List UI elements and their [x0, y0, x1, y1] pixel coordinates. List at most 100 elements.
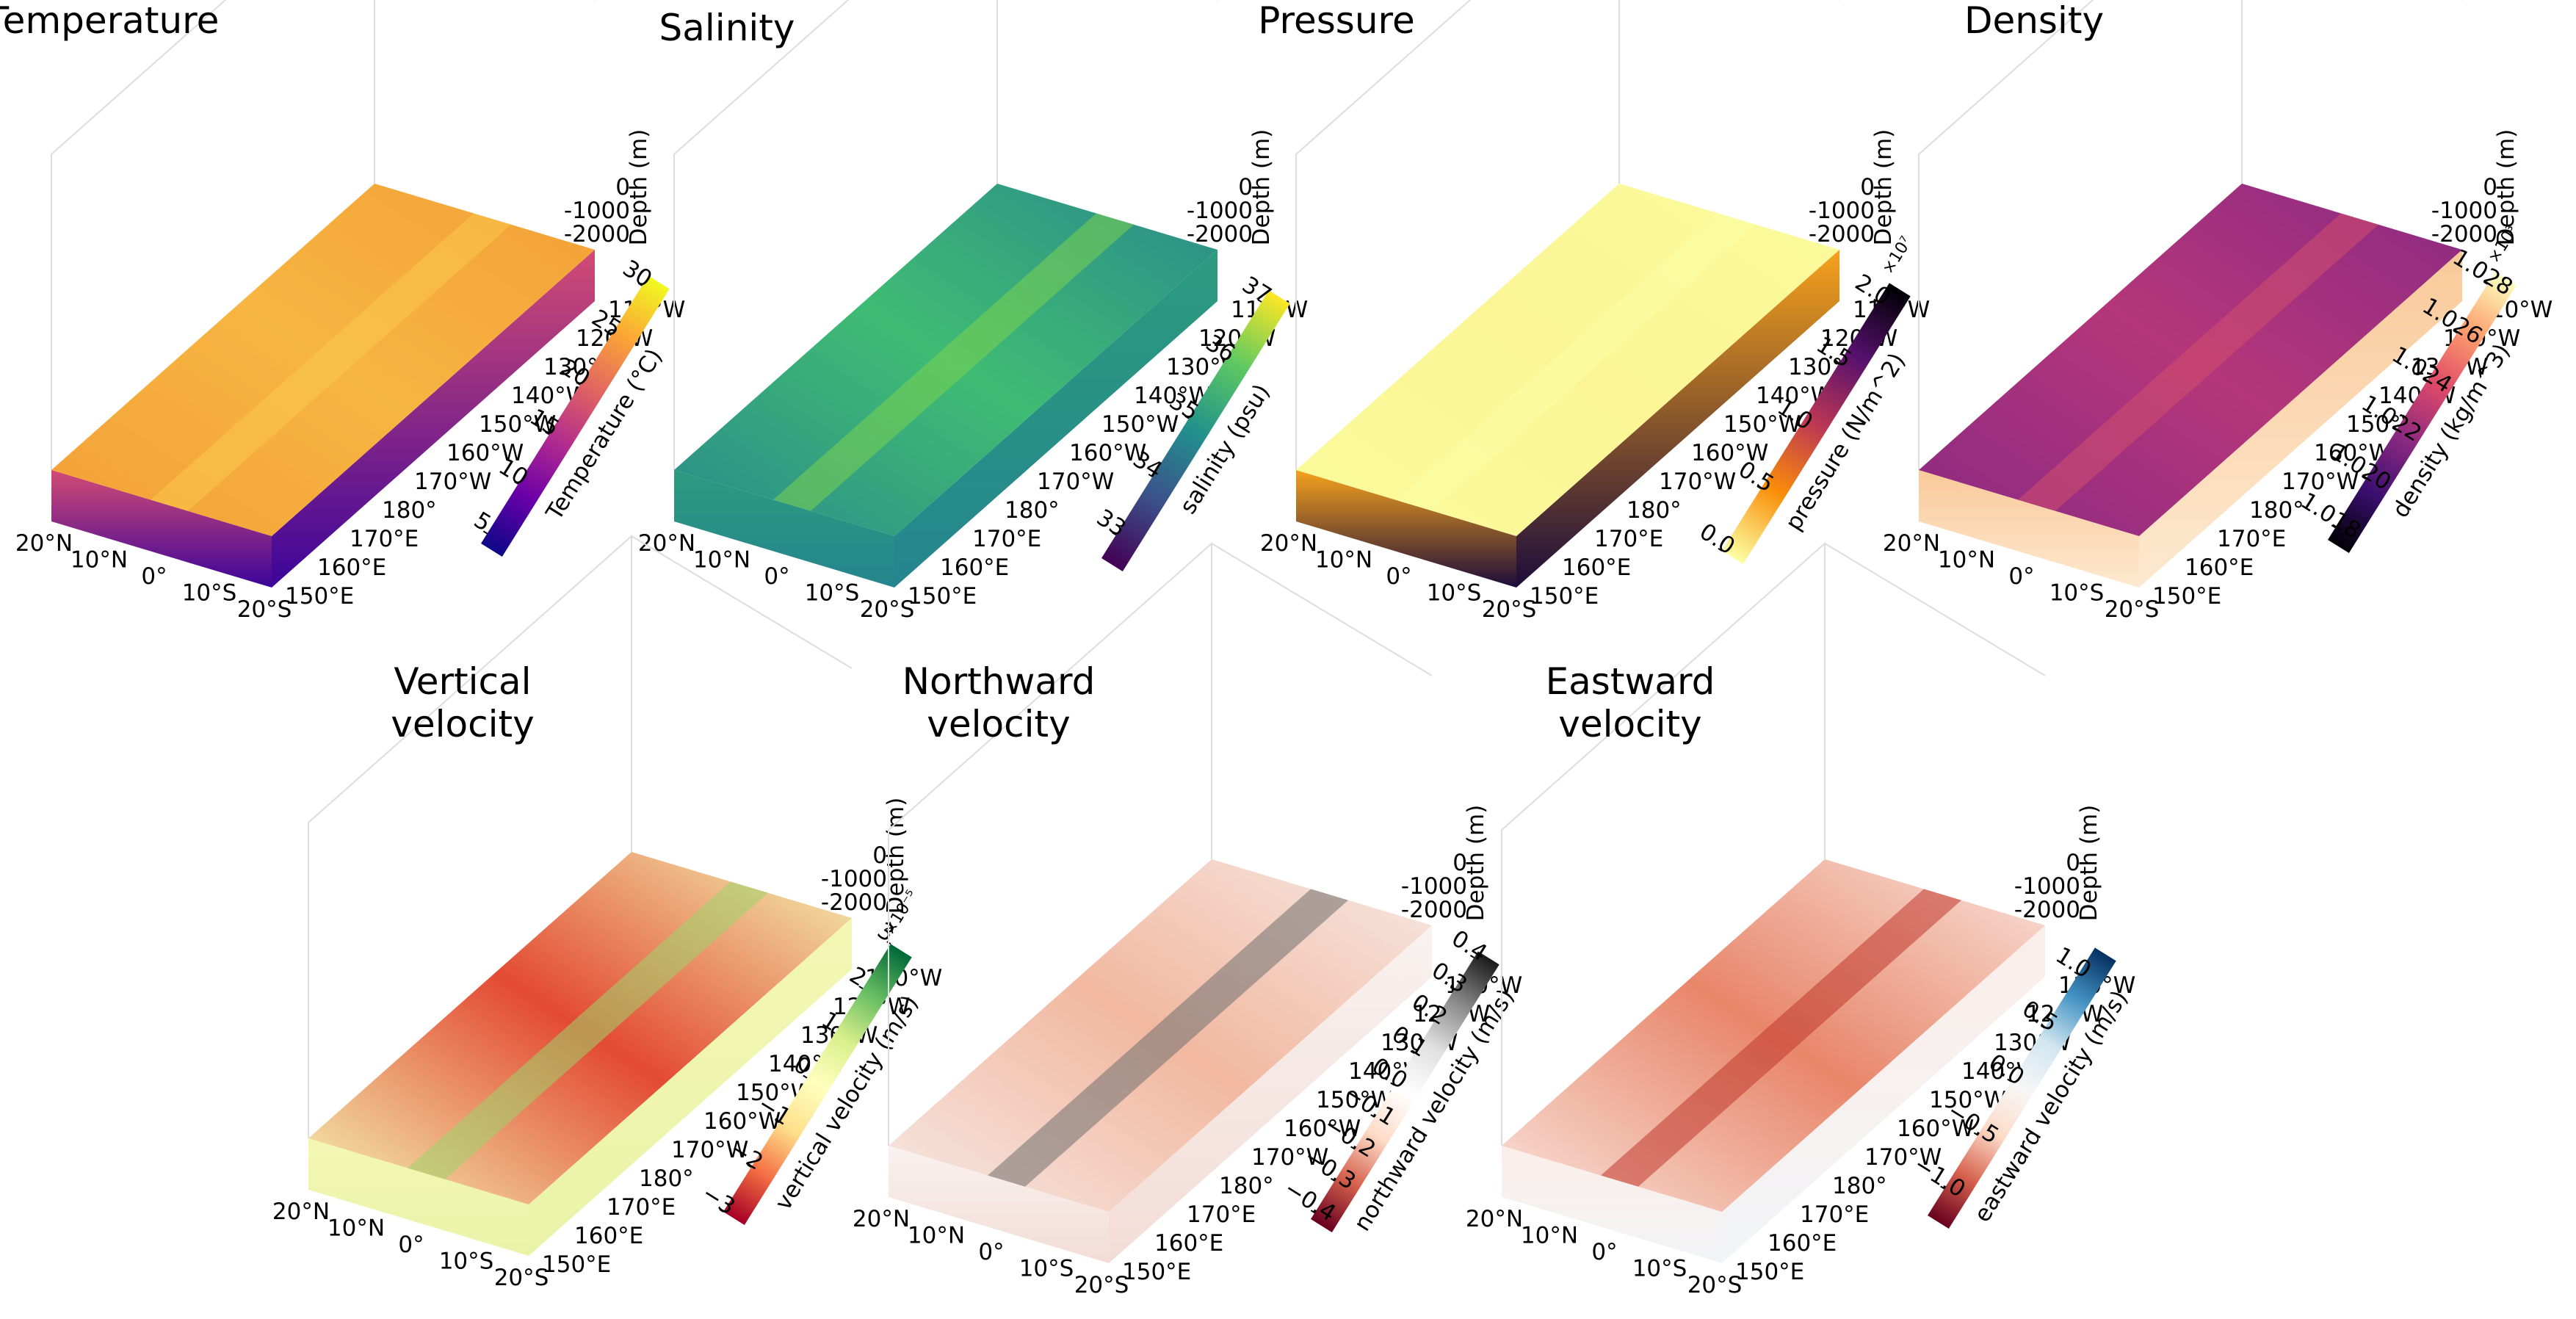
lon-tick-label: 180°	[1219, 1173, 1274, 1199]
panel-eastward-velocity: Eastwardvelocity20°N10°N0°10°S20°S150°E1…	[1466, 541, 2135, 1298]
equatorial-streak	[773, 213, 1134, 511]
equatorial-streak	[2018, 213, 2378, 511]
panel-vertical-velocity: Verticalvelocity20°N10°N0°10°S20°S150°E1…	[272, 534, 942, 1291]
lon-tick-label: 160°E	[940, 554, 1009, 581]
depth-tick-label: -1000	[821, 866, 887, 892]
panel-density: Density 20°N10°N 0° 10°S20°S150°E160°E170°E…	[1883, 0, 2553, 623]
panel-title: Pressure	[1258, 0, 1415, 42]
lon-tick-label: 180°	[1627, 497, 1682, 524]
lon-tick-label: 180°	[2249, 497, 2304, 524]
lat-tick-label: 10°N	[328, 1215, 385, 1242]
panel-title: Density	[1964, 0, 2104, 42]
depth-axis-label: Depth (m)	[626, 129, 652, 246]
lat-tick-label: 20°S	[237, 596, 292, 623]
depth-tick-label: -2000	[2014, 897, 2080, 923]
colorbar-gradient	[1722, 283, 1911, 565]
lat-tick-label: 20°N	[15, 530, 73, 557]
lat-tick-label: 20°N	[853, 1206, 910, 1232]
colorbar-tick	[1390, 1082, 1395, 1086]
lat-tick-label: 10°N	[1521, 1223, 1578, 1249]
lat-tick-label: 20°N	[1466, 1206, 1523, 1232]
colorbar-tick	[2040, 1025, 2046, 1029]
front-depth-face	[889, 1146, 1109, 1263]
lat-tick-label: 0°	[1386, 563, 1411, 590]
depth-tick-label: -2000	[1187, 221, 1253, 247]
equatorial-streak	[408, 881, 768, 1179]
colorbar-tick	[2392, 427, 2397, 431]
side-depth-face	[1722, 925, 2045, 1263]
front-depth-face	[308, 1138, 529, 1256]
lat-tick-label: 20°N	[638, 530, 695, 557]
panel-pressure: Pressure20°N10°N0°10°S20°S150°E160°E170°…	[1258, 0, 1930, 623]
lat-tick-label: 20°S	[1687, 1272, 1743, 1298]
axis-pane-edge	[308, 534, 632, 1138]
axis-pane-edge	[673, 0, 998, 470]
lat-tick-label: 0°	[2008, 563, 2034, 590]
colorbar-tick	[775, 1119, 780, 1124]
lat-tick-label: 10°N	[908, 1223, 965, 1249]
depth-tick-label: -2000	[564, 221, 630, 247]
side-depth-face	[1516, 250, 1839, 588]
colorbar-tick	[1310, 1210, 1315, 1214]
lat-tick-label: 20°N	[1260, 530, 1317, 557]
colorbar-gradient	[1101, 290, 1290, 572]
axis-pane-edge	[1918, 0, 2243, 470]
panel-title: Northward	[902, 660, 1096, 703]
colorbar-tick	[719, 1208, 724, 1213]
lon-tick-label: 150°E	[2152, 583, 2221, 610]
lat-tick-label: 10°S	[2049, 580, 2105, 607]
lat-tick-label: 20°S	[1482, 596, 1537, 623]
colorbar-tick	[1148, 473, 1153, 477]
depth-tick-label: -1000	[564, 198, 630, 224]
lat-tick-label: 20°S	[860, 596, 915, 623]
depth-axis-label: Depth (m)	[2493, 129, 2519, 246]
colorbar-tick	[576, 381, 581, 386]
colorbar-tick	[1795, 423, 1801, 427]
lat-tick-label: 0°	[398, 1232, 424, 1258]
depth-axis-label: Depth (m)	[1463, 805, 1489, 922]
lon-tick-label: 150°E	[285, 583, 354, 610]
colorbar-tick	[1834, 361, 1839, 365]
lon-tick-label: 170°W	[1251, 1144, 1328, 1171]
front-depth-face	[51, 470, 272, 588]
colorbar-tick	[1370, 1114, 1375, 1118]
lon-tick-label: 170°W	[2282, 469, 2359, 495]
colorbar-tick	[1940, 1185, 1945, 1190]
lon-tick-label: 180°	[1005, 497, 1060, 524]
lon-tick-label: 150°E	[1530, 583, 1599, 610]
axis-pane-edge	[1295, 0, 1620, 470]
colorbar-tick	[1220, 357, 1226, 361]
lon-tick-label: 160°E	[1562, 554, 1631, 581]
lat-tick-label: 20°S	[1074, 1272, 1129, 1298]
colorbar-tick	[1450, 986, 1455, 991]
panel-title: Vertical	[394, 660, 531, 703]
lon-tick-label: 150°E	[1122, 1259, 1191, 1285]
colorbar-tick	[2074, 971, 2079, 975]
colorbar-tick	[747, 1164, 752, 1168]
colorbar-tick	[514, 480, 519, 485]
colorbar-tick	[2483, 281, 2489, 285]
lat-tick-label: 10°S	[182, 580, 237, 607]
lat-tick-label: 10°S	[805, 580, 860, 607]
equatorial-streak	[1601, 889, 1961, 1187]
colorbar-tick	[1718, 547, 1723, 552]
lat-tick-label: 10°S	[1427, 580, 1482, 607]
side-depth-face	[2139, 250, 2462, 588]
panel-salinity: Salinity20°N10°N0°10°S20°S150°E160°E170°…	[638, 0, 1308, 623]
colorbar-tick	[1350, 1146, 1356, 1150]
panel-title: Temperature	[0, 0, 219, 42]
equatorial-streak	[151, 213, 511, 511]
depth-tick-label: -2000	[1401, 897, 1467, 923]
side-depth-face	[529, 918, 852, 1256]
colorbar-tick	[1330, 1177, 1336, 1182]
lon-tick-label: 150°W	[1929, 1087, 2006, 1113]
lat-tick-label: 0°	[978, 1239, 1004, 1265]
colorbar-gradient	[1311, 951, 1499, 1233]
depth-axis-label: Depth (m)	[2076, 805, 2102, 922]
depth-tick-label: -1000	[2014, 873, 2080, 900]
colorbar-gradient	[481, 275, 670, 557]
lon-tick-label: 180°	[639, 1166, 694, 1192]
colorbar-tick	[2423, 378, 2428, 383]
axis-pane-edge	[51, 0, 375, 470]
